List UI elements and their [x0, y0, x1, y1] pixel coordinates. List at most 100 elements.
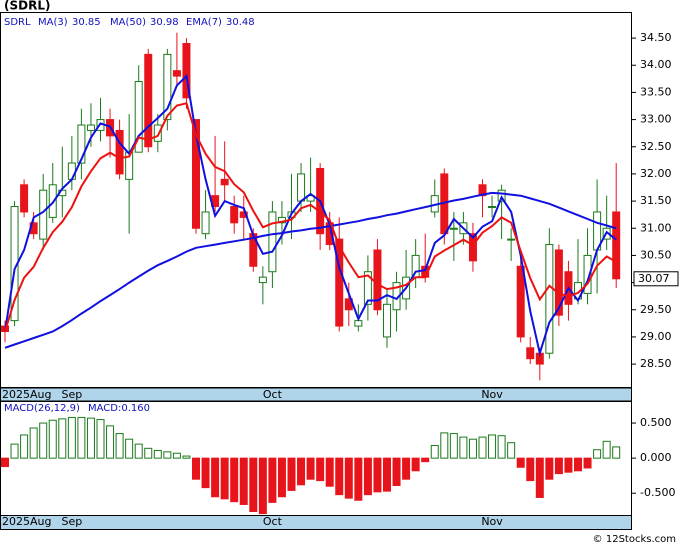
- macd-bar: [77, 416, 86, 459]
- candle-body: [354, 320, 363, 327]
- macd-bar: [554, 457, 563, 475]
- macd-bar: [535, 457, 544, 498]
- candle-body: [488, 206, 497, 209]
- x-tick-label: Sep: [61, 515, 82, 528]
- candle-body: [478, 184, 487, 197]
- macd-bar: [421, 457, 430, 463]
- macd-bar: [277, 457, 286, 498]
- candle-body: [192, 119, 200, 229]
- y-tick-label: 30.50: [640, 248, 672, 261]
- macd-bar: [144, 447, 153, 459]
- legend-value: 30.85: [72, 17, 101, 28]
- candle-body: [545, 244, 554, 354]
- candle-body: [526, 347, 535, 360]
- x-tick-label: Nov: [481, 388, 503, 401]
- candle-body: [172, 70, 181, 77]
- candle-body: [258, 276, 267, 284]
- candle-body: [182, 43, 191, 99]
- macd-bar: [526, 457, 535, 482]
- legend-value: 30.48: [226, 17, 255, 28]
- macd-bar: [125, 438, 134, 459]
- macd-bar: [48, 419, 57, 459]
- candle-body: [201, 211, 210, 235]
- macd-bar: [497, 435, 506, 459]
- x-tick-label: Oct: [263, 515, 283, 528]
- macd-bar: [134, 443, 143, 459]
- x-tick-label: 2025Aug: [2, 515, 51, 528]
- candle-body: [449, 227, 458, 230]
- candle-body: [468, 233, 477, 262]
- macd-bar: [153, 449, 162, 459]
- macd-bar: [363, 457, 372, 496]
- ma-line: [4, 74, 617, 358]
- macd-bar: [106, 425, 115, 459]
- macd-bar: [383, 457, 391, 492]
- ma-line: [4, 102, 617, 332]
- macd-bar: [230, 457, 239, 503]
- x-tick-label: 2025Aug: [2, 388, 51, 401]
- macd-bar: [58, 418, 67, 459]
- candle-body: [268, 211, 277, 273]
- last-price-box: [633, 271, 679, 287]
- candle-body: [77, 124, 86, 164]
- y-tick-label: 31.50: [640, 194, 672, 207]
- macd-bar: [411, 457, 420, 472]
- y-tick-label: 33.00: [640, 113, 672, 126]
- y-tick-label: -0.500: [640, 486, 675, 499]
- macd-bar: [516, 457, 525, 468]
- macd-bar: [392, 457, 401, 487]
- macd-bar: [564, 457, 573, 473]
- candle-body: [230, 206, 239, 224]
- y-tick-label: 31.00: [640, 221, 672, 234]
- x-tick-label: Oct: [263, 388, 283, 401]
- macd-bar: [507, 442, 516, 459]
- macd-bar: [163, 451, 172, 459]
- macd-bar: [478, 436, 487, 459]
- macd-bar: [182, 455, 191, 459]
- macd-bar: [344, 457, 353, 499]
- macd-bar: [602, 440, 611, 459]
- candle-body: [583, 254, 592, 294]
- macd-label: MACD(26,12,9): [4, 403, 80, 414]
- macd-bar: [201, 457, 210, 489]
- macd-bar: [316, 457, 325, 482]
- candle-body: [86, 124, 95, 131]
- macd-bar: [545, 457, 554, 480]
- chart-title: (SDRL): [4, 0, 50, 13]
- macd-bar: [258, 457, 267, 515]
- macd-bar: [440, 432, 449, 459]
- candle-body: [134, 81, 143, 153]
- legend-label: MA(3): [38, 17, 68, 28]
- macd-bar: [67, 416, 76, 459]
- macd-bar: [268, 457, 277, 503]
- macd-bar: [10, 443, 19, 459]
- legend-symbol: SDRL: [4, 17, 31, 28]
- y-tick-label: 28.50: [640, 357, 672, 370]
- macd-bar: [402, 457, 411, 480]
- macd-bar: [335, 457, 344, 496]
- macd-bar: [29, 427, 38, 459]
- y-tick-label: 33.50: [640, 85, 672, 98]
- candle-body: [516, 265, 525, 338]
- macd-bar: [20, 434, 29, 459]
- macd-bar: [488, 434, 497, 459]
- candle-body: [554, 249, 563, 316]
- date-strip: [0, 387, 632, 402]
- macd-bar: [1, 457, 9, 468]
- macd-current: MACD:0.160: [88, 403, 150, 414]
- macd-bar: [325, 457, 334, 487]
- candle-body: [20, 184, 29, 213]
- date-strip: [0, 515, 632, 530]
- macd-bar: [86, 417, 95, 459]
- candle-body: [612, 211, 621, 280]
- macd-bar: [115, 433, 124, 459]
- x-tick-label: Sep: [61, 388, 82, 401]
- footer: © 12Stocks.com: [593, 534, 676, 545]
- candle-body: [297, 173, 306, 202]
- candle-body: [220, 178, 229, 186]
- y-tick-label: 0.500: [640, 416, 672, 429]
- macd-bar: [96, 419, 105, 459]
- macd-bar: [583, 457, 592, 469]
- macd-bar: [354, 457, 363, 501]
